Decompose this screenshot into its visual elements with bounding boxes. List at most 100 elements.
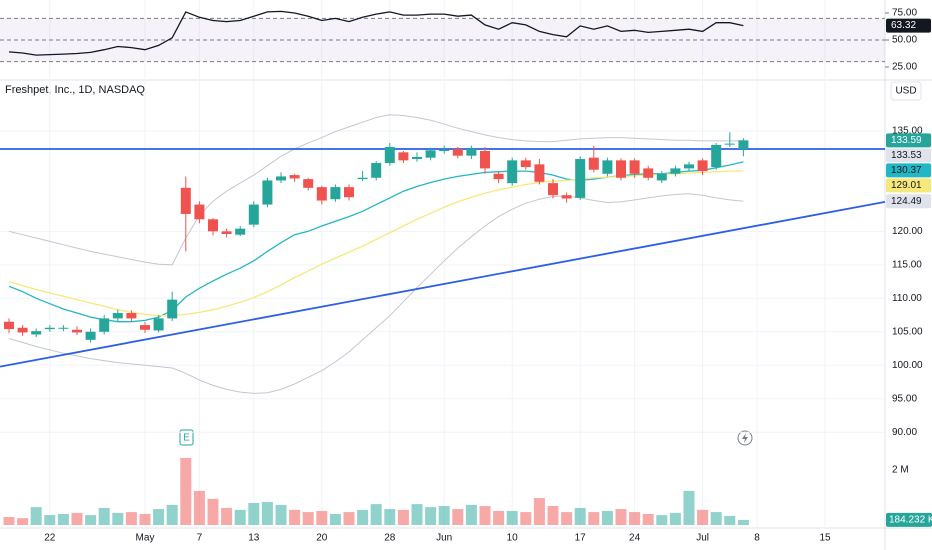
earnings-label[interactable]: E — [183, 433, 190, 444]
volume-bar — [207, 498, 219, 525]
volume-tick-label: 2 M — [892, 465, 909, 476]
candle-body — [112, 313, 123, 319]
volume-bar — [234, 509, 246, 525]
y-tick-label: 90.00 — [892, 427, 917, 438]
candle-body — [31, 331, 42, 335]
volume-bar — [588, 512, 600, 525]
rsi-tag — [886, 18, 931, 33]
x-tick-label: 22 — [44, 533, 56, 544]
x-tick-label: 7 — [197, 533, 203, 544]
volume-bar — [357, 509, 369, 525]
candle-body — [452, 148, 463, 156]
volume-tag-label: 184.232 K — [889, 515, 932, 526]
volume-bar — [153, 509, 165, 525]
candle-body — [588, 157, 599, 170]
price-tag-label: 129.01 — [891, 180, 922, 191]
price-tag — [886, 178, 931, 193]
volume-bar — [85, 515, 97, 525]
candle-body — [262, 180, 273, 205]
volume-bar — [411, 504, 423, 525]
volume-bar — [656, 515, 668, 525]
volume-bar — [98, 507, 110, 525]
candle-body — [738, 140, 749, 149]
candle-body — [344, 187, 354, 198]
x-tick-label: Jun — [436, 533, 452, 544]
candle-body — [575, 159, 586, 198]
price-tag-label: 130.37 — [891, 165, 922, 176]
x-tick-label: 17 — [575, 533, 587, 544]
trend-line — [0, 200, 886, 368]
volume-bar — [139, 513, 151, 525]
y-tick-label: 120.00 — [892, 226, 923, 237]
price-tag-label: 133.53 — [891, 150, 922, 161]
volume-bar — [112, 512, 124, 525]
candle-body — [194, 204, 205, 220]
candle-body — [17, 327, 28, 333]
y-tick-label: 135.00 — [892, 126, 923, 137]
overlay-line — [8, 170, 744, 317]
candle-body — [180, 187, 191, 214]
overlay-line — [8, 114, 744, 266]
price-tag — [886, 163, 931, 178]
y-tick-label: 115.00 — [892, 259, 922, 270]
price-tag-label: 124.49 — [891, 196, 922, 207]
y-tick-label: 100.00 — [892, 360, 923, 371]
x-tick-label: Jul — [696, 533, 709, 544]
volume-bar — [547, 506, 559, 525]
candle-body — [561, 195, 572, 199]
y-tick-label: 105.00 — [892, 326, 923, 337]
candle-body — [167, 299, 178, 319]
volume-bar — [166, 504, 178, 525]
volume-bar — [30, 507, 42, 525]
candle-body — [629, 160, 640, 174]
rsi-tick-label: 50.00 — [892, 35, 917, 46]
candle-body — [140, 325, 150, 330]
volume-bar — [261, 501, 273, 525]
volume-bar — [574, 507, 586, 525]
price-tag — [886, 194, 931, 209]
chart-title: Freshpet, Inc., 1D, NASDAQ — [5, 84, 145, 96]
candle-body — [616, 160, 626, 178]
volume-tag — [886, 512, 932, 527]
candle-body — [534, 164, 545, 182]
x-tick-label: May — [136, 533, 155, 544]
x-tick-label: 28 — [384, 533, 396, 544]
earnings-marker[interactable] — [179, 429, 194, 446]
candle-body — [58, 327, 69, 329]
rsi-tick-label: 75.00 — [892, 8, 917, 19]
candle-body — [303, 179, 314, 188]
volume-bar — [533, 498, 545, 525]
x-tick-label: 13 — [248, 533, 260, 544]
volume-bar — [125, 512, 137, 525]
volume-bar — [601, 510, 613, 525]
volume-bar — [438, 506, 450, 525]
currency[interactable]: USD — [895, 86, 916, 97]
volume-bar — [642, 513, 654, 525]
volume-bar — [737, 519, 749, 525]
candle-body — [684, 164, 694, 169]
volume-bar — [302, 512, 314, 525]
volume-bar — [520, 512, 532, 525]
y-tick-label: 110.00 — [892, 293, 922, 304]
x-tick-label: 20 — [316, 533, 328, 544]
candle-body — [697, 160, 708, 172]
candle-body — [425, 150, 436, 158]
candle-body — [371, 163, 382, 178]
currency-box[interactable] — [890, 81, 922, 101]
overlay-line — [8, 161, 744, 323]
candle-body — [466, 148, 477, 156]
candle-body — [439, 149, 450, 151]
candle-body — [602, 160, 613, 174]
candle-body — [480, 150, 490, 169]
overlay-line — [8, 193, 744, 394]
volume-bar — [710, 512, 722, 525]
volume-bar — [452, 509, 464, 525]
price-tag-label: 133.59 — [891, 135, 922, 146]
rsi-tick-label: 25.00 — [892, 62, 917, 73]
volume-bar — [615, 509, 627, 525]
candle-body — [276, 176, 286, 181]
candle-body — [493, 173, 504, 180]
price-tag — [886, 133, 931, 148]
candle-body — [507, 160, 518, 184]
